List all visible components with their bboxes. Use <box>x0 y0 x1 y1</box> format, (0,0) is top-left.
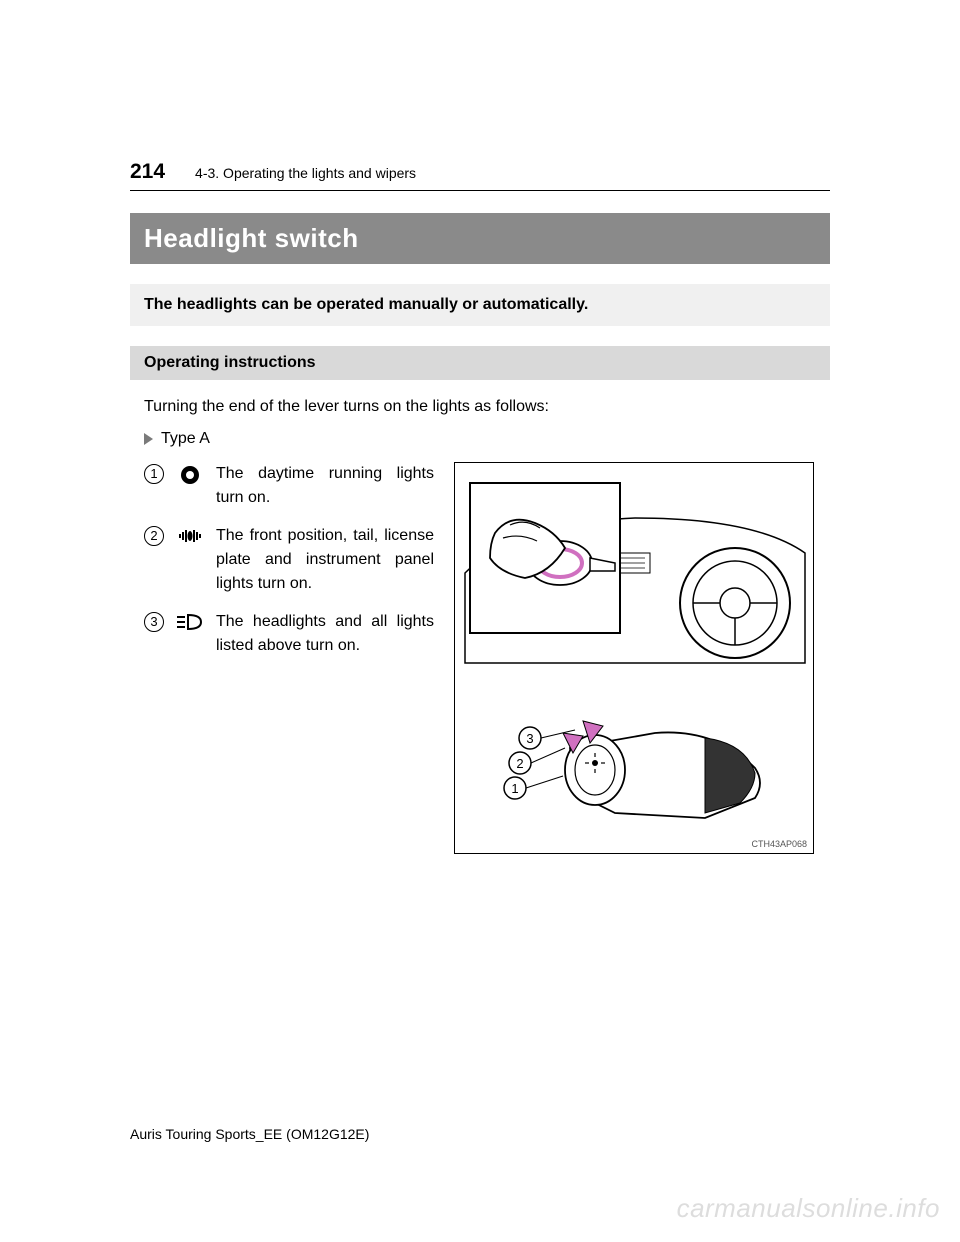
svg-text:3: 3 <box>526 731 533 746</box>
figure-lever-detail: 3 2 1 CTH43AP068 <box>455 688 813 853</box>
figure: 3 2 1 CTH43AP068 <box>454 462 814 854</box>
page-title: Headlight switch <box>130 213 830 264</box>
section-heading: Operating instructions <box>130 346 830 380</box>
off-icon <box>174 464 206 486</box>
step-number-3: 3 <box>144 612 164 632</box>
instruction-list: 1 The daytime running lights turn on. 2 <box>144 462 454 672</box>
item-text: The front position, tail, license plate … <box>216 524 434 596</box>
svg-text:2: 2 <box>516 756 523 771</box>
triangle-marker-icon <box>144 433 153 445</box>
type-label: Type A <box>161 430 210 448</box>
type-label-row: Type A <box>130 430 830 448</box>
list-item: 2 The front position, tail, license plat… <box>144 524 434 596</box>
item-text: The headlights and all lights listed abo… <box>216 610 434 658</box>
lead-text: Turning the end of the lever turns on th… <box>130 398 830 416</box>
item-text: The daytime running lights turn on. <box>216 462 434 510</box>
figure-dashboard <box>455 463 813 688</box>
page-number: 214 <box>130 160 165 184</box>
chapter-label: 4-3. Operating the lights and wipers <box>195 165 416 181</box>
headlights-icon <box>174 612 206 632</box>
step-number-1: 1 <box>144 464 164 484</box>
page-header: 214 4-3. Operating the lights and wipers <box>130 160 830 191</box>
watermark: carmanualsonline.info <box>677 1193 940 1224</box>
svg-text:1: 1 <box>511 781 518 796</box>
footer-doc-id: Auris Touring Sports_EE (OM12G12E) <box>130 1126 369 1142</box>
list-item: 3 The headlights and all lights listed a… <box>144 610 434 658</box>
intro-text: The headlights can be operated manually … <box>130 284 830 326</box>
list-item: 1 The daytime running lights turn on. <box>144 462 434 510</box>
step-number-2: 2 <box>144 526 164 546</box>
figure-code: CTH43AP068 <box>751 839 807 849</box>
position-lights-icon <box>174 526 206 546</box>
